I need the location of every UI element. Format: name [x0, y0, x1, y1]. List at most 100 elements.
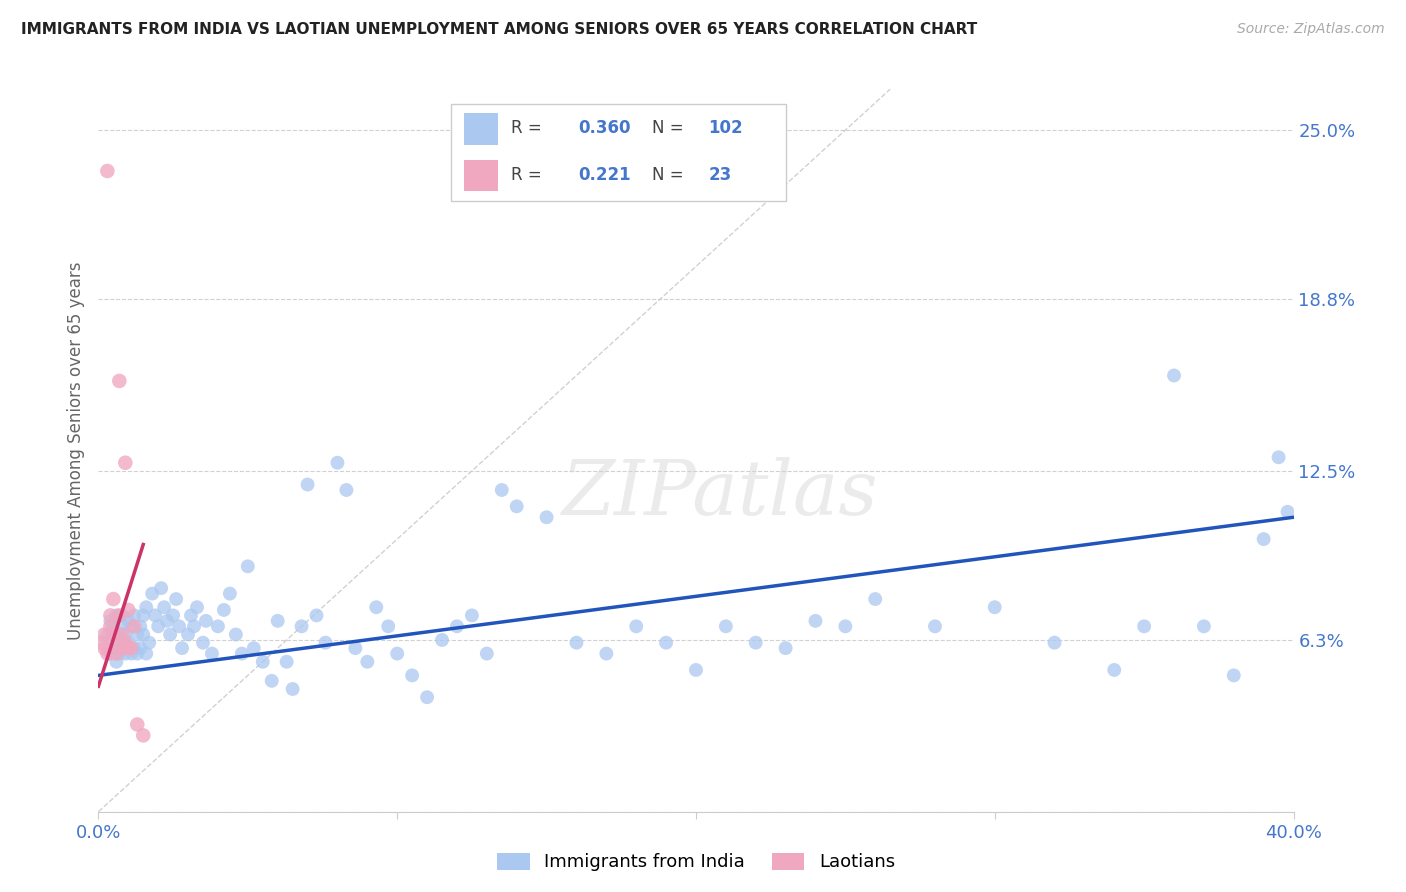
Point — [114, 635, 136, 649]
Point — [172, 641, 194, 656]
Point — [416, 690, 439, 705]
Point — [167, 619, 190, 633]
Point — [655, 635, 678, 649]
Point — [297, 477, 319, 491]
Point — [565, 635, 588, 649]
Point — [243, 641, 266, 656]
Legend: Immigrants from India, Laotians: Immigrants from India, Laotians — [498, 853, 894, 871]
Point — [236, 559, 259, 574]
Point — [356, 655, 378, 669]
Point — [108, 374, 131, 388]
Point — [865, 592, 887, 607]
Point — [105, 635, 128, 649]
Point — [120, 647, 142, 661]
Point — [127, 717, 149, 731]
Point — [491, 483, 513, 497]
Point — [924, 619, 946, 633]
Point — [96, 164, 118, 178]
Point — [385, 647, 409, 661]
Point — [834, 619, 856, 633]
Point — [326, 456, 349, 470]
Point — [804, 614, 827, 628]
Point — [177, 627, 200, 641]
Point — [108, 627, 131, 641]
Point — [129, 619, 152, 633]
Point — [714, 619, 737, 633]
Text: ZIPatlas: ZIPatlas — [561, 457, 879, 531]
Point — [506, 500, 529, 514]
Point — [335, 483, 357, 497]
Point — [212, 603, 235, 617]
Point — [98, 647, 122, 661]
Point — [745, 635, 768, 649]
Point — [775, 641, 797, 656]
Point — [276, 655, 298, 669]
Point — [219, 586, 242, 600]
Point — [183, 619, 205, 633]
Point — [461, 608, 484, 623]
Text: Source: ZipAtlas.com: Source: ZipAtlas.com — [1237, 22, 1385, 37]
Point — [103, 619, 125, 633]
Point — [117, 635, 139, 649]
Point — [281, 681, 304, 696]
Point — [124, 641, 146, 656]
Point — [252, 655, 274, 669]
Point — [114, 647, 136, 661]
Point — [120, 641, 142, 656]
Point — [108, 608, 131, 623]
Point — [132, 627, 155, 641]
Point — [117, 641, 139, 656]
Point — [120, 619, 142, 633]
Point — [132, 728, 155, 742]
Point — [150, 581, 173, 595]
Point — [1163, 368, 1185, 383]
Point — [143, 608, 166, 623]
Point — [93, 641, 115, 656]
Point — [315, 635, 337, 649]
Point — [377, 619, 399, 633]
Point — [231, 647, 253, 661]
Point — [1267, 450, 1289, 465]
Point — [159, 627, 181, 641]
Point — [117, 614, 139, 628]
Point — [127, 627, 149, 641]
Point — [105, 608, 128, 623]
Point — [186, 600, 208, 615]
Point — [162, 608, 184, 623]
Point — [98, 614, 122, 628]
Point — [103, 635, 125, 649]
Point — [108, 647, 131, 661]
Point — [984, 600, 1007, 615]
Point — [103, 592, 125, 607]
Point — [96, 647, 118, 661]
Point — [93, 627, 115, 641]
Point — [129, 641, 152, 656]
Point — [111, 619, 134, 633]
Point — [111, 641, 134, 656]
Point — [98, 619, 122, 633]
Point — [225, 627, 247, 641]
Point — [430, 632, 453, 647]
Point — [111, 608, 134, 623]
Point — [135, 600, 157, 615]
Point — [366, 600, 388, 615]
Point — [267, 614, 290, 628]
Point — [98, 608, 122, 623]
Point — [138, 635, 160, 649]
Point — [132, 608, 155, 623]
Point — [195, 614, 218, 628]
Point — [108, 641, 131, 656]
Point — [291, 619, 314, 633]
Point — [165, 592, 187, 607]
Point — [305, 608, 328, 623]
Point — [103, 627, 125, 641]
Point — [260, 673, 283, 688]
Point — [124, 619, 146, 633]
Point — [127, 647, 149, 661]
Point — [105, 647, 128, 661]
Text: IMMIGRANTS FROM INDIA VS LAOTIAN UNEMPLOYMENT AMONG SENIORS OVER 65 YEARS CORREL: IMMIGRANTS FROM INDIA VS LAOTIAN UNEMPLO… — [21, 22, 977, 37]
Point — [1133, 619, 1156, 633]
Point — [1253, 532, 1275, 546]
Point — [1223, 668, 1246, 682]
Point — [114, 627, 136, 641]
